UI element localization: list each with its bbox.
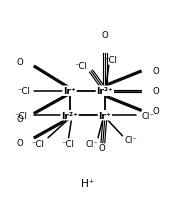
Text: O: O — [16, 114, 23, 123]
Text: O: O — [16, 139, 23, 147]
Text: O: O — [152, 66, 159, 75]
Text: Ir²⁺: Ir²⁺ — [61, 111, 78, 120]
Text: Ir²⁺: Ir²⁺ — [96, 87, 113, 96]
Text: Cl⁻: Cl⁻ — [86, 139, 99, 148]
Text: O: O — [152, 106, 159, 115]
Text: Ir⁺: Ir⁺ — [98, 111, 111, 120]
Text: H⁺: H⁺ — [81, 178, 94, 188]
Text: O: O — [102, 31, 108, 40]
Text: ⁻Cl: ⁻Cl — [32, 140, 45, 149]
Text: ⁻Cl: ⁻Cl — [61, 139, 74, 148]
Text: O: O — [16, 58, 23, 67]
Text: ⁻Cl: ⁻Cl — [104, 55, 117, 64]
Text: Cl⁻: Cl⁻ — [142, 111, 154, 120]
Text: Ir⁺: Ir⁺ — [63, 87, 76, 96]
Text: ⁻Cl: ⁻Cl — [14, 111, 27, 120]
Text: Cl⁻: Cl⁻ — [125, 135, 138, 144]
Text: O: O — [152, 87, 159, 96]
Text: O: O — [99, 143, 105, 152]
Text: ⁻Cl: ⁻Cl — [17, 87, 30, 96]
Text: ⁻Cl: ⁻Cl — [75, 61, 88, 70]
